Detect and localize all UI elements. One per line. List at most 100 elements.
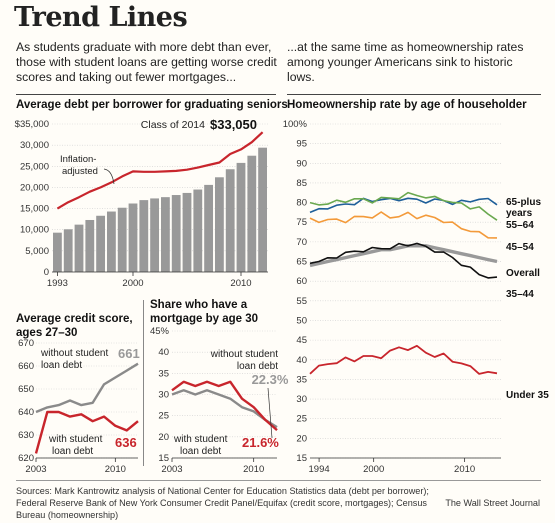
footer-credit: The Wall Street Journal (445, 498, 540, 508)
mortgage-x-tick: 2010 (243, 464, 264, 475)
home-label-55-64: 55–64 (506, 220, 534, 231)
mortgage-line-with (171, 380, 278, 432)
mortgage-y-tick: 45% (150, 326, 170, 337)
home-y-tick: 75 (296, 217, 307, 228)
debt-x-tick: 2000 (122, 278, 143, 289)
home-line-under35 (309, 344, 498, 375)
debt-bar (53, 232, 62, 272)
credit-y-tick: 650 (18, 384, 34, 395)
home-y-tick: 60 (296, 276, 307, 287)
home-y-tick: 20 (296, 433, 307, 444)
debt-y-tick: 30,000 (20, 140, 49, 151)
mortgage-label-without-2: loan debt (237, 361, 278, 372)
debt-bar (63, 229, 73, 272)
debt-bar (182, 192, 192, 272)
debt-bar (247, 155, 257, 272)
home-x-tick: 2010 (454, 464, 475, 475)
credit-end-with: 636 (115, 435, 137, 450)
footer-sources: Sources: Mark Kantrowitz analysis of Nat… (16, 486, 429, 520)
home-line-35-44 (309, 242, 498, 279)
rule-left (16, 94, 276, 95)
mortgage-y-tick: 40 (158, 347, 169, 358)
debt-bar (236, 162, 246, 272)
home-line-65plus (309, 197, 498, 214)
debt-bar (150, 198, 159, 272)
mortgage-label-with-2: loan debt (180, 446, 221, 457)
home-line-55-64 (309, 191, 498, 221)
credit-y-tick: 640 (18, 407, 34, 418)
debt-bar (74, 224, 84, 272)
credit-label-without: without student (40, 348, 108, 359)
home-y-tick: 95 (296, 139, 307, 150)
debt-bar (107, 211, 116, 272)
debt-annotation-value: $33,050 (210, 117, 257, 132)
home-y-tick: 80 (296, 198, 307, 209)
credit-y-tick: 670 (18, 338, 34, 349)
debt-y-tick: 10,000 (20, 225, 49, 236)
debt-bar (128, 203, 138, 272)
credit-x-tick: 2003 (25, 464, 46, 475)
debt-y-tick: 20,000 (20, 182, 49, 193)
credit-x-tick: 2010 (105, 464, 126, 475)
debt-y-tick: 25,000 (20, 161, 49, 172)
mortgage-label-without: without student (210, 349, 278, 360)
page-title: Trend Lines (14, 2, 188, 33)
mortgage-y-tick: 30 (158, 390, 169, 401)
credit-end-without: 661 (118, 346, 140, 361)
home-y-tick: 70 (296, 237, 307, 248)
home-label-65plus-2: years (506, 208, 533, 219)
home-y-tick: 30 (296, 394, 307, 405)
debt-chart-title: Average debt per borrower for graduating… (16, 99, 288, 111)
home-label-35-44: 35–44 (506, 289, 534, 300)
debt-bar (225, 169, 235, 272)
debt-bar (161, 197, 170, 272)
credit-label-without-2: loan debt (41, 360, 82, 371)
home-y-tick: 50 (296, 315, 307, 326)
home-label-under35: Under 35 (506, 390, 549, 401)
mortgage-y-tick: 15 (158, 453, 169, 464)
home-y-tick: 35 (296, 374, 307, 385)
home-label-45-54: 45–54 (506, 242, 534, 253)
home-y-tick: 45 (296, 335, 307, 346)
debt-x-tick: 2010 (230, 278, 251, 289)
small-chart-divider (143, 300, 144, 466)
mortgage-label-with: with student (173, 434, 228, 445)
mortgage-end-without: 22.3% (252, 372, 289, 387)
debt-inflation-line (56, 131, 264, 210)
credit-label-with: with student (48, 434, 103, 445)
home-y-tick: 25 (296, 414, 307, 425)
debt-series-label-2: adjusted (62, 166, 98, 177)
home-label-overall: Overall (506, 268, 540, 279)
debt-y-tick: $35,000 (15, 119, 49, 130)
mortgage-y-tick: 35 (158, 368, 169, 379)
credit-y-tick: 660 (18, 361, 34, 372)
debt-bar (85, 219, 95, 272)
debt-bar (96, 215, 105, 272)
debt-bar (258, 147, 267, 272)
debt-y-tick: 5,000 (25, 246, 49, 257)
debt-x-tick: 1993 (47, 278, 68, 289)
credit-line-with (34, 410, 139, 454)
mortgage-x-tick: 2003 (161, 464, 182, 475)
mortgage-y-tick: 20 (158, 432, 169, 443)
home-line-overall (309, 244, 498, 268)
home-y-tick: 15 (296, 453, 307, 464)
debt-y-tick: 15,000 (20, 204, 49, 215)
credit-label-with-2: loan debt (52, 446, 93, 457)
home-y-tick: 100% (283, 119, 308, 130)
debt-bar (117, 207, 127, 272)
home-x-tick: 1994 (309, 464, 330, 475)
debt-series-label: Inflation- (60, 154, 96, 165)
rule-right (287, 94, 541, 95)
home-y-tick: 85 (296, 178, 307, 189)
mortgage-pointer-without (267, 387, 273, 439)
debt-bar (171, 195, 181, 272)
home-y-tick: 40 (296, 355, 307, 366)
mortgage-end-with: 21.6% (242, 435, 279, 450)
debt-bar (139, 200, 149, 272)
debt-bar (193, 189, 203, 272)
home-label-65plus: 65-plus (506, 197, 541, 208)
